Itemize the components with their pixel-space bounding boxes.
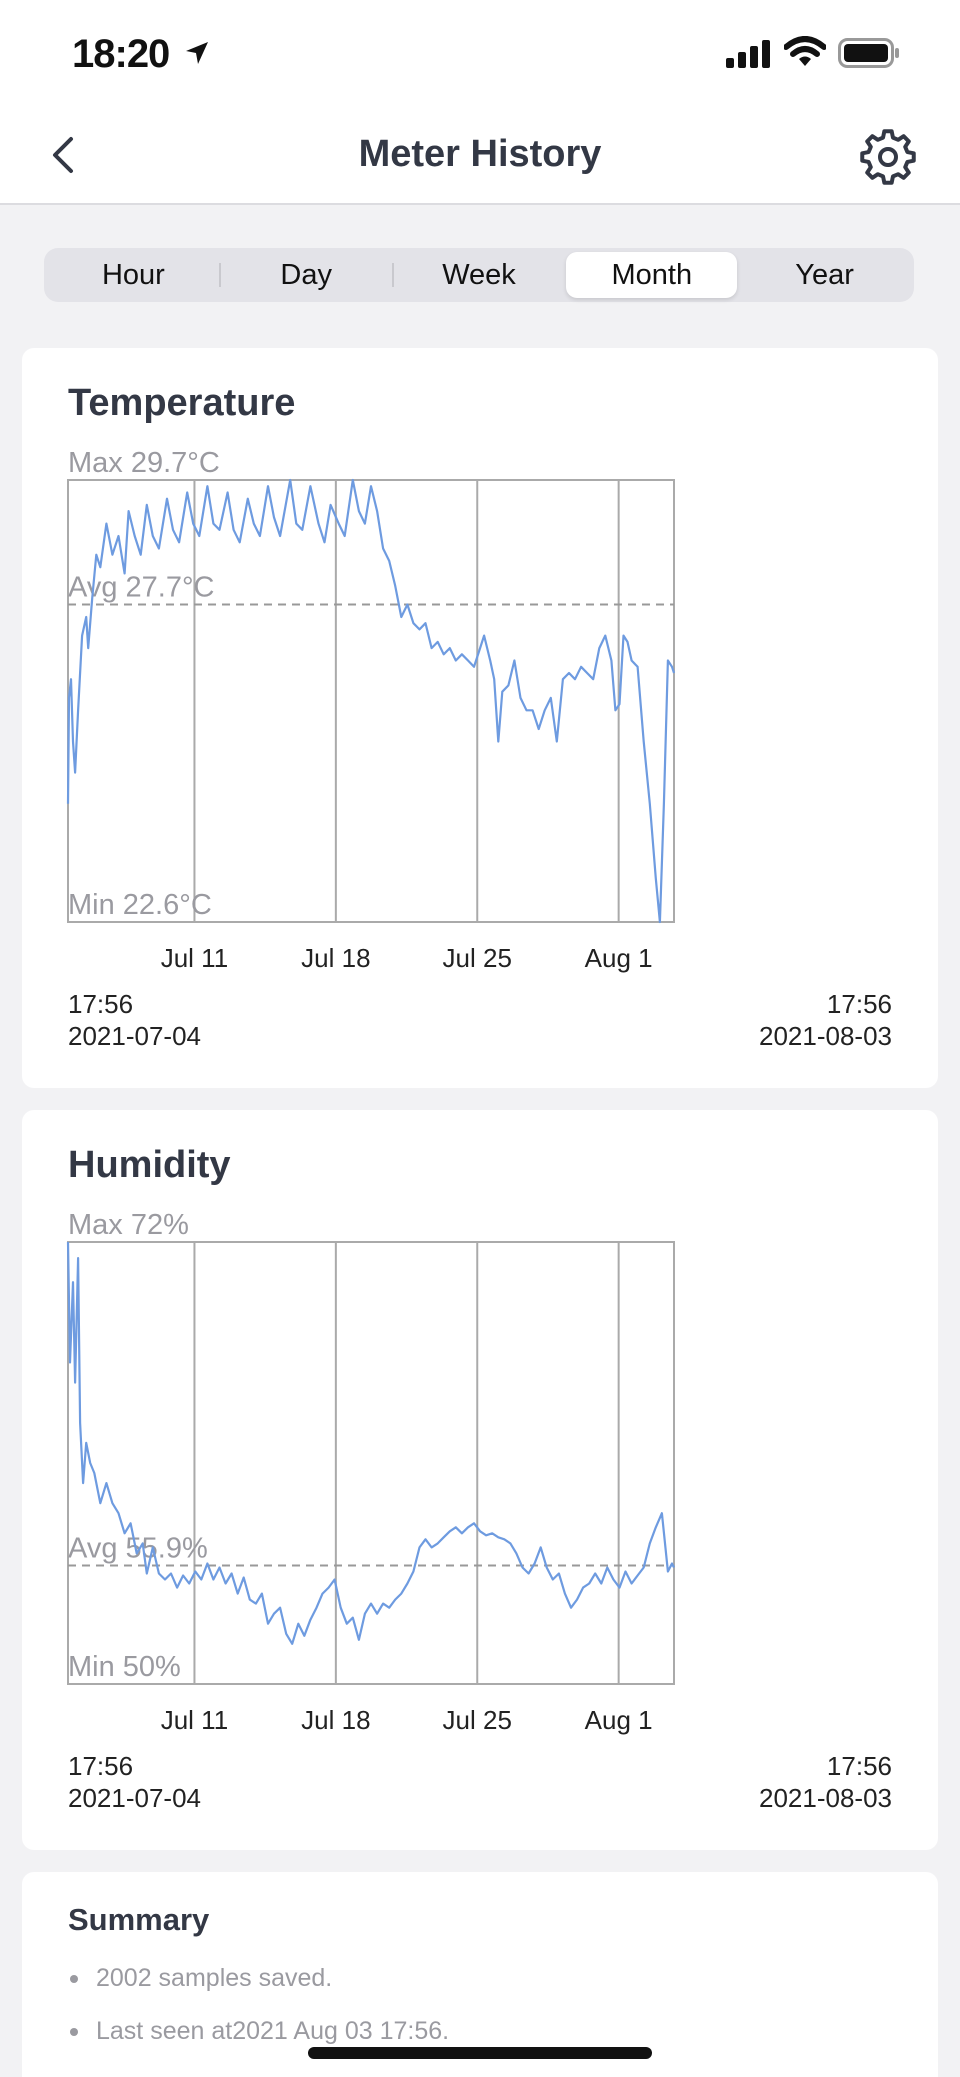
humidity-start-date: 2021-07-04 xyxy=(68,1783,201,1813)
humidity-x-tick-label: Jul 25 xyxy=(443,1705,512,1735)
temperature-x-tick-label: Jul 11 xyxy=(161,943,228,973)
list-item: Last seen at2021 Aug 03 17:56. xyxy=(68,2017,449,2070)
tab-hour[interactable]: Hour xyxy=(101,258,165,291)
back-button[interactable] xyxy=(40,127,86,183)
tab-week[interactable]: Week xyxy=(442,258,516,291)
battery-icon xyxy=(838,38,899,68)
humidity-series-line xyxy=(66,1241,675,1645)
wifi-icon xyxy=(784,36,826,66)
temperature-x-tick-label: Jul 25 xyxy=(443,943,512,973)
cellular-signal-icon xyxy=(726,40,770,68)
bullet-icon xyxy=(70,1975,78,1983)
temperature-range-start: 17:56 2021-07-04 xyxy=(68,988,201,1052)
humidity-start-time: 17:56 xyxy=(68,1751,134,1781)
time-range-segmented-control: Hour Day Week Month Year xyxy=(44,248,914,302)
temperature-start-date: 2021-07-04 xyxy=(68,1021,201,1051)
temperature-avg-label: Avg 27.7°C xyxy=(68,572,215,604)
humidity-end-time: 17:56 xyxy=(826,1751,892,1781)
humidity-title: Humidity xyxy=(68,1144,231,1186)
temperature-x-tick-label: Jul 18 xyxy=(301,943,370,973)
status-time: 18:20 xyxy=(72,32,170,76)
summary-samples: 2002 samples saved. xyxy=(96,1964,333,1992)
tab-separator xyxy=(391,263,394,287)
tab-day[interactable]: Day xyxy=(280,258,332,291)
humidity-chart: Max 72% Avg 55.9% Min 50% Jul 11 Jul 18 Ju… xyxy=(66,1209,675,1735)
tab-separator xyxy=(218,263,221,287)
temperature-chart: Max 29.7°C Avg 27.7°C Min 22.6°C Jul 11 J… xyxy=(66,447,676,973)
temperature-series-line xyxy=(66,478,676,924)
navigation-bar: Meter History xyxy=(0,105,960,205)
home-indicator xyxy=(308,2047,652,2059)
location-arrow-icon xyxy=(186,42,208,64)
temperature-min-label: Min 22.6°C xyxy=(68,889,212,921)
tab-year[interactable]: Year xyxy=(795,258,854,291)
temperature-title: Temperature xyxy=(68,382,296,424)
bullet-icon xyxy=(70,2028,78,2036)
summary-card: Summary 2002 samples saved. Last seen at… xyxy=(22,1872,938,2077)
summary-title: Summary xyxy=(68,1902,210,1937)
humidity-end-date: 2021-08-03 xyxy=(759,1783,892,1813)
temperature-end-time: 17:56 xyxy=(826,989,892,1019)
page-title: Meter History xyxy=(358,133,602,175)
settings-button[interactable] xyxy=(858,127,918,187)
temperature-max-label: Max 29.7°C xyxy=(68,447,220,479)
summary-last-seen: Last seen at2021 Aug 03 17:56. xyxy=(96,2017,450,2045)
tab-month[interactable]: Month xyxy=(566,252,738,298)
humidity-x-tick-label: Aug 1 xyxy=(585,1705,653,1735)
humidity-range-end: 17:56 2021-08-03 xyxy=(759,1750,892,1814)
humidity-max-label: Max 72% xyxy=(68,1209,189,1241)
temperature-x-tick-label: Aug 1 xyxy=(585,943,653,973)
temperature-range-end: 17:56 2021-08-03 xyxy=(759,988,892,1052)
status-bar: 18:20 xyxy=(0,0,960,105)
humidity-avg-label: Avg 55.9% xyxy=(68,1532,208,1564)
humidity-x-tick-label: Jul 18 xyxy=(301,1705,370,1735)
temperature-start-time: 17:56 xyxy=(68,989,134,1019)
humidity-range-start: 17:56 2021-07-04 xyxy=(68,1750,201,1814)
gear-icon xyxy=(860,129,916,185)
temperature-end-date: 2021-08-03 xyxy=(759,1021,892,1051)
humidity-min-label: Min 50% xyxy=(68,1651,181,1683)
temperature-card: Temperature Max 29.7°C Avg 27.7°C Min 22… xyxy=(22,348,938,1088)
humidity-card: Humidity Max 72% Avg 55.9% Min 50% Jul 1… xyxy=(22,1110,938,1850)
list-item: 2002 samples saved. xyxy=(68,1964,449,2017)
summary-list: 2002 samples saved. Last seen at2021 Aug… xyxy=(68,1964,449,2070)
chevron-left-icon xyxy=(53,137,73,173)
humidity-plot-frame xyxy=(67,1241,675,1685)
humidity-x-tick-label: Jul 11 xyxy=(161,1705,228,1735)
